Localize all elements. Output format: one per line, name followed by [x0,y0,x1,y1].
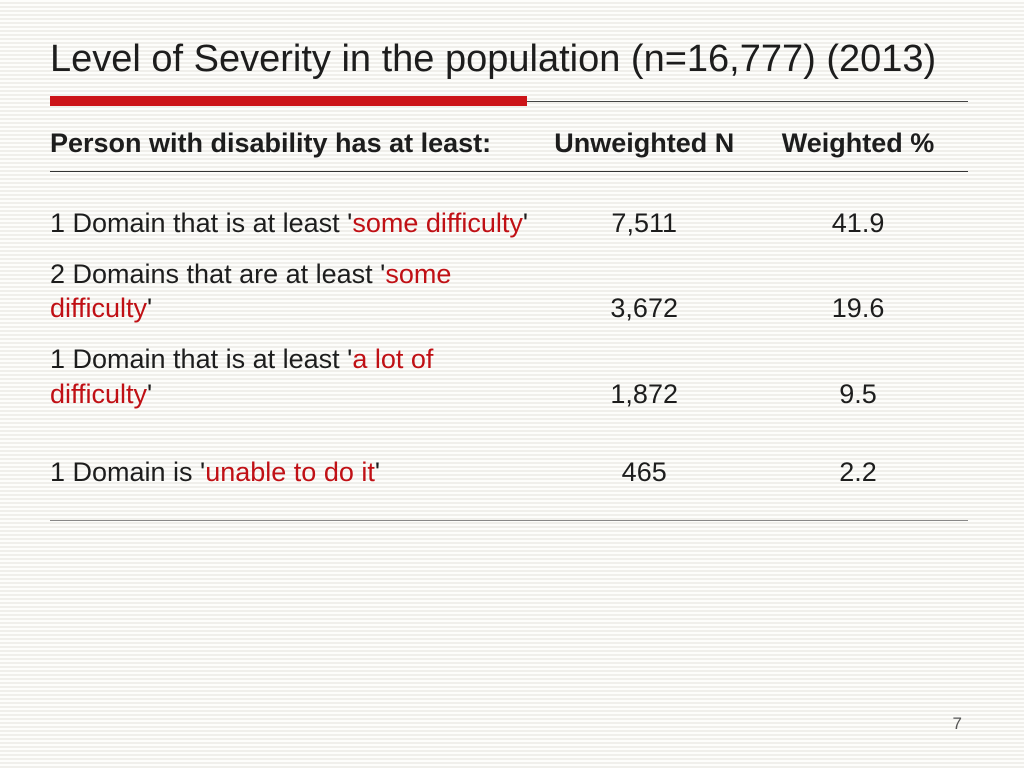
row-unweighted-n: 465 [540,417,754,496]
row-unweighted-n: 3,672 [540,247,754,332]
slide: Level of Severity in the population (n=1… [0,0,1024,768]
rule-red [50,96,527,106]
title-rule [50,96,968,106]
row-description: 1 Domain is 'unable to do it' [50,417,540,496]
row-weighted-pct: 41.9 [754,172,968,247]
row-unweighted-n: 7,511 [540,172,754,247]
col-header-weighted: Weighted % [754,124,968,172]
col-header-description: Person with disability has at least: [50,124,540,172]
page-number: 7 [953,714,962,734]
table-row: 2 Domains that are at least 'some diffic… [50,247,968,332]
table-row: 1 Domain is 'unable to do it'4652.2 [50,417,968,496]
severity-table: Person with disability has at least: Unw… [50,124,968,495]
table-row: 1 Domain that is at least 'a lot of diff… [50,332,968,417]
row-weighted-pct: 2.2 [754,417,968,496]
row-weighted-pct: 9.5 [754,332,968,417]
col-header-unweighted: Unweighted N [540,124,754,172]
rule-thin [527,101,968,102]
highlight-text: unable to do it [205,457,375,487]
highlight-text: some difficulty [352,208,523,238]
row-description: 1 Domain that is at least 'a lot of diff… [50,332,540,417]
row-description: 2 Domains that are at least 'some diffic… [50,247,540,332]
table-row: 1 Domain that is at least 'some difficul… [50,172,968,247]
row-weighted-pct: 19.6 [754,247,968,332]
table-body: 1 Domain that is at least 'some difficul… [50,172,968,496]
bottom-rule [50,520,968,521]
row-unweighted-n: 1,872 [540,332,754,417]
row-description: 1 Domain that is at least 'some difficul… [50,172,540,247]
slide-title: Level of Severity in the population (n=1… [50,36,968,82]
